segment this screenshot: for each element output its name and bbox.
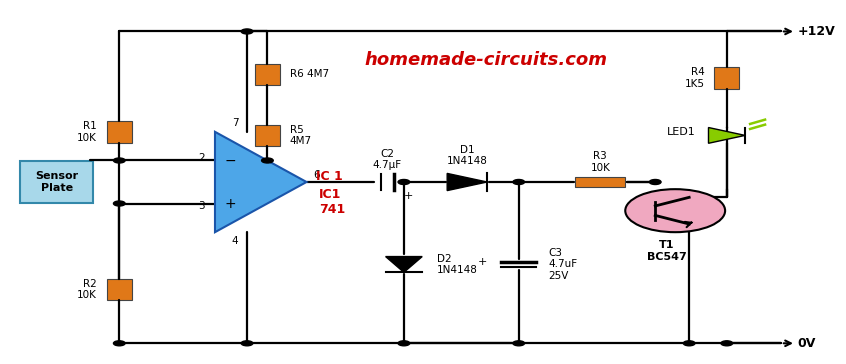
Text: 2: 2 xyxy=(198,153,205,163)
Text: 7: 7 xyxy=(232,118,239,127)
Circle shape xyxy=(513,341,525,346)
Text: +12V: +12V xyxy=(798,25,835,38)
Circle shape xyxy=(625,189,725,232)
Text: +: + xyxy=(225,197,237,210)
Polygon shape xyxy=(215,132,306,232)
Text: C2
4.7μF: C2 4.7μF xyxy=(373,149,402,170)
Text: T1
BC547: T1 BC547 xyxy=(647,240,687,262)
Circle shape xyxy=(261,158,273,163)
Circle shape xyxy=(241,341,253,346)
Text: −: − xyxy=(225,154,237,167)
Text: IC 1: IC 1 xyxy=(316,170,343,183)
Circle shape xyxy=(241,29,253,34)
Polygon shape xyxy=(708,127,745,143)
FancyBboxPatch shape xyxy=(107,121,132,143)
Text: R3
10K: R3 10K xyxy=(591,151,610,173)
FancyBboxPatch shape xyxy=(255,64,280,85)
Text: D2
1N4148: D2 1N4148 xyxy=(437,254,478,275)
Text: Sensor
Plate: Sensor Plate xyxy=(36,171,79,193)
Text: R4
1K5: R4 1K5 xyxy=(684,67,705,89)
Text: homemade-circuits.com: homemade-circuits.com xyxy=(364,51,607,69)
Text: D1
1N4148: D1 1N4148 xyxy=(447,145,487,166)
Text: 6: 6 xyxy=(313,170,320,180)
Circle shape xyxy=(513,179,525,185)
Text: +: + xyxy=(478,257,487,266)
Text: IC1
741: IC1 741 xyxy=(319,188,345,216)
Circle shape xyxy=(650,179,661,185)
FancyBboxPatch shape xyxy=(107,279,132,300)
Text: 3: 3 xyxy=(198,201,205,211)
Text: R6 4M7: R6 4M7 xyxy=(290,70,329,79)
Circle shape xyxy=(113,201,125,206)
FancyBboxPatch shape xyxy=(714,67,739,89)
Text: R5
4M7: R5 4M7 xyxy=(290,124,312,146)
Text: 4: 4 xyxy=(232,237,239,246)
Circle shape xyxy=(721,341,733,346)
Circle shape xyxy=(398,341,409,346)
Polygon shape xyxy=(386,257,422,272)
Text: R2
10K: R2 10K xyxy=(77,279,96,300)
Text: +: + xyxy=(404,191,414,201)
Text: C3
4.7uF
25V: C3 4.7uF 25V xyxy=(549,248,578,281)
Circle shape xyxy=(113,341,125,346)
Text: LED1: LED1 xyxy=(667,127,696,137)
FancyBboxPatch shape xyxy=(255,124,280,146)
Circle shape xyxy=(113,158,125,163)
Circle shape xyxy=(684,341,695,346)
Text: 0V: 0V xyxy=(798,337,816,350)
FancyBboxPatch shape xyxy=(575,177,625,187)
Polygon shape xyxy=(448,173,487,191)
FancyBboxPatch shape xyxy=(20,161,94,203)
Circle shape xyxy=(398,179,409,185)
Text: R1
10K: R1 10K xyxy=(77,121,96,143)
